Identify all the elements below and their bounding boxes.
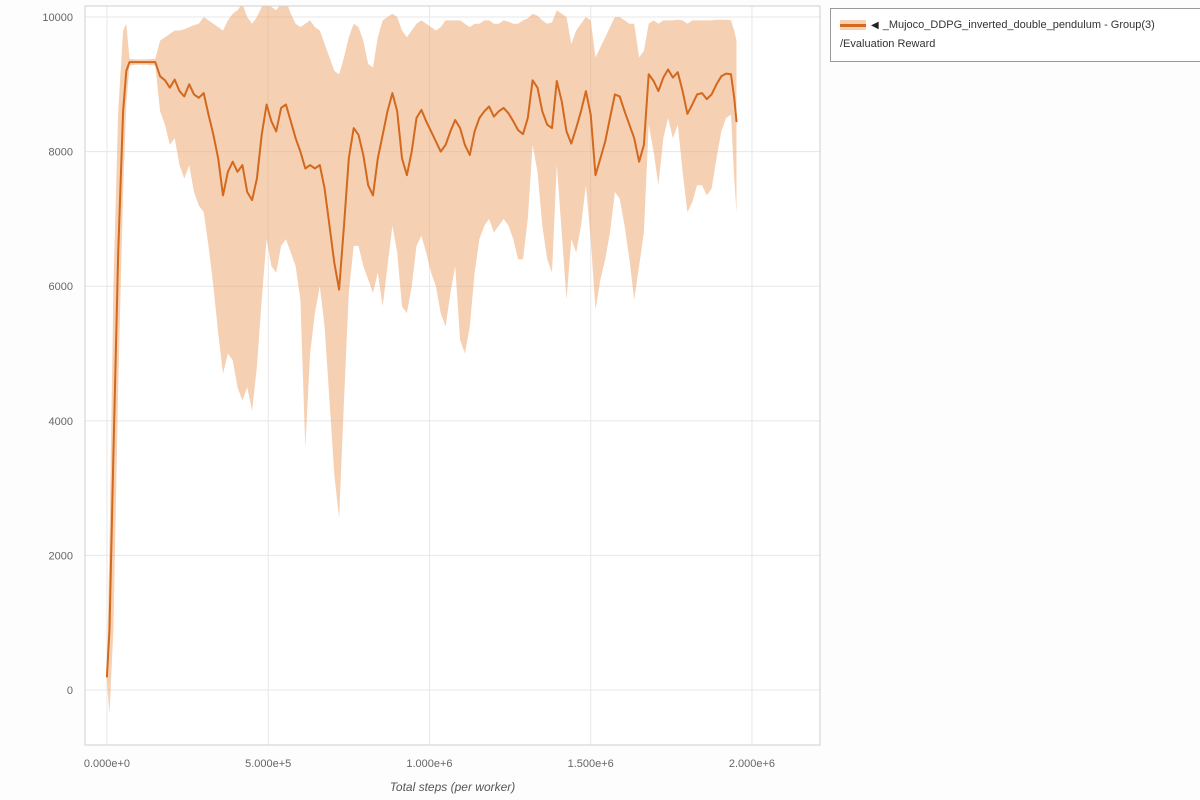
legend-series-label: _Mujoco_DDPG_inverted_double_pendulum - … <box>882 19 1155 31</box>
x-tick-label: 5.000e+5 <box>245 758 291 770</box>
y-tick-label: 8000 <box>49 147 73 159</box>
x-tick-label: 2.000e+6 <box>729 758 775 770</box>
y-tick-label: 0 <box>67 685 73 697</box>
legend-series-marker <box>840 20 866 31</box>
x-tick-label: 0.000e+0 <box>84 758 130 770</box>
legend-box: ◀ _Mujoco_DDPG_inverted_double_pendulum -… <box>830 8 1200 62</box>
y-tick-label: 4000 <box>49 416 73 428</box>
plot-border <box>84 5 821 746</box>
legend-line-swatch <box>840 23 866 27</box>
legend-metric-label: /Evaluation Reward <box>840 38 936 50</box>
x-axis-title: Total steps (per worker) <box>389 780 516 794</box>
x-tick-labels: 0.000e+0 5.000e+5 1.000e+6 1.500e+6 2.000e+6 <box>84 758 775 770</box>
y-tick-label: 6000 <box>49 281 73 293</box>
y-tick-labels: 0 2000 4000 6000 8000 10000 <box>42 12 73 697</box>
y-tick-label: 2000 <box>49 550 73 562</box>
y-tick-label: 10000 <box>42 12 73 24</box>
x-tick-label: 1.500e+6 <box>568 758 614 770</box>
legend-collapse-icon[interactable]: ◀ <box>871 20 879 31</box>
mean-line <box>105 61 738 678</box>
confidence-band <box>106 6 737 714</box>
x-tick-label: 1.000e+6 <box>406 758 452 770</box>
reward-chart-canvas[interactable]: 0 2000 4000 6000 8000 10000 0.000e+0 5.000e+5 1.… <box>0 0 840 800</box>
